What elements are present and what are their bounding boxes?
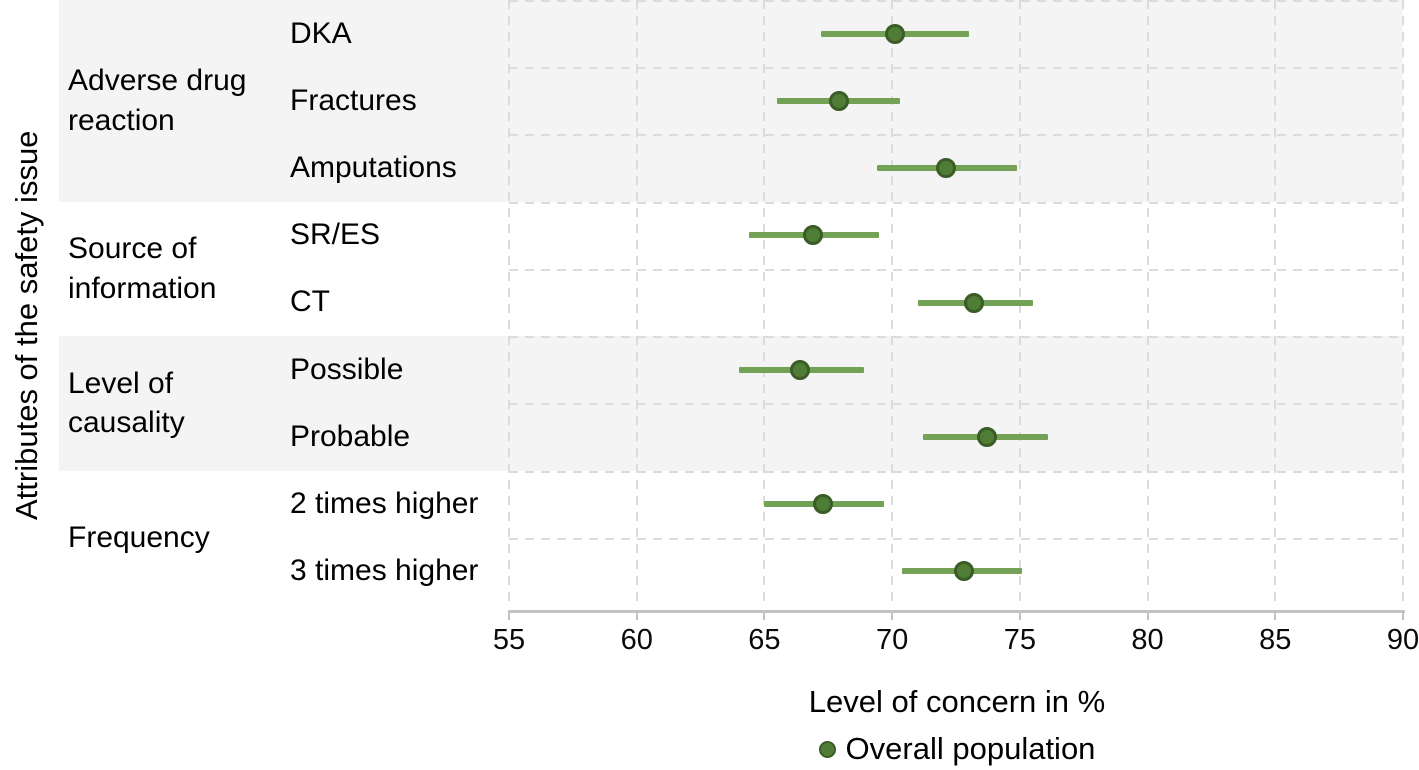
x-tick-label: 60 [620, 624, 653, 656]
point-marker [953, 561, 974, 582]
x-tick [763, 610, 766, 620]
x-tick [508, 610, 510, 620]
point-marker [802, 225, 823, 246]
v-gridline [891, 0, 894, 605]
h-gridline [509, 201, 1403, 204]
point-marker [790, 359, 811, 380]
legend: Overall population [509, 731, 1405, 767]
group-band [59, 0, 1403, 202]
x-tick-label: 55 [492, 624, 526, 656]
point-marker [828, 90, 849, 111]
point-marker [963, 292, 984, 313]
group-label: Adverse drug reaction [68, 64, 247, 137]
row-label: 2 times higher [290, 487, 479, 521]
group-label: Frequency [68, 520, 210, 554]
group-label: Source of information [68, 232, 217, 305]
x-tick [891, 610, 894, 620]
point-marker [935, 158, 956, 179]
h-gridline [509, 268, 1403, 271]
v-gridline [635, 0, 638, 605]
v-gridline [763, 0, 766, 605]
row-label: CT [290, 285, 330, 319]
x-tick-label: 85 [1259, 624, 1292, 656]
x-tick [635, 610, 638, 620]
x-tick-label: 90 [1386, 624, 1419, 656]
v-gridline [1274, 0, 1277, 605]
group-label: Level of causality [68, 366, 185, 440]
v-gridline [508, 0, 510, 605]
x-tick [1146, 610, 1149, 620]
row-label: DKA [290, 16, 352, 50]
x-axis-title: Level of concern in % [808, 684, 1106, 719]
v-gridline [1402, 0, 1404, 605]
h-gridline [509, 134, 1403, 137]
x-tick [1402, 610, 1404, 620]
h-gridline [509, 336, 1403, 339]
row-label: Fractures [290, 83, 417, 117]
point-marker [813, 494, 834, 515]
x-axis-line [509, 610, 1405, 613]
legend-label: Overall population [845, 731, 1096, 766]
h-gridline [509, 0, 1403, 2]
h-gridline [509, 537, 1403, 540]
point-marker [976, 426, 997, 447]
x-tick-label: 75 [1003, 624, 1036, 656]
h-gridline [509, 67, 1403, 70]
x-tick-label: 70 [876, 624, 909, 656]
h-gridline [509, 470, 1403, 473]
x-tick [1274, 610, 1277, 620]
row-label: Probable [290, 419, 411, 453]
x-tick [1018, 610, 1021, 620]
row-label: 3 times higher [290, 554, 479, 588]
row-label: SR/ES [290, 218, 381, 252]
legend-marker-icon [818, 740, 836, 758]
h-gridline [509, 403, 1403, 406]
x-tick-label: 80 [1131, 624, 1164, 656]
row-label: Amputations [290, 151, 457, 185]
point-marker [884, 23, 905, 44]
x-tick-label: 65 [748, 624, 781, 656]
row-label: Possible [290, 352, 404, 386]
v-gridline [1146, 0, 1149, 605]
